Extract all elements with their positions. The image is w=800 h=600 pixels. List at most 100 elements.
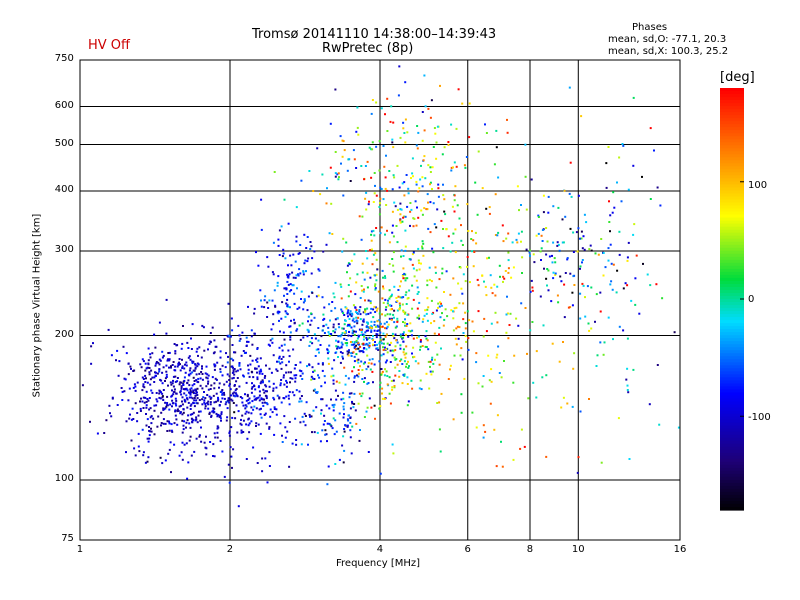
data-point xyxy=(367,365,370,368)
data-point xyxy=(390,105,393,108)
data-point xyxy=(294,377,297,380)
data-point xyxy=(266,390,268,393)
data-point xyxy=(253,395,256,398)
data-point xyxy=(130,439,133,442)
colorbar-segment xyxy=(720,380,744,384)
data-point xyxy=(420,262,422,265)
data-point xyxy=(179,404,182,407)
data-point xyxy=(357,342,360,345)
data-point xyxy=(324,381,326,384)
data-point xyxy=(405,303,408,305)
data-point xyxy=(225,352,227,355)
data-point xyxy=(561,241,564,244)
data-point xyxy=(530,279,533,282)
data-point xyxy=(278,311,281,313)
data-point xyxy=(455,343,458,346)
data-point xyxy=(418,268,421,271)
data-point xyxy=(233,351,235,354)
data-point xyxy=(220,413,223,415)
data-point xyxy=(384,368,386,371)
data-point xyxy=(201,324,204,327)
data-point xyxy=(260,299,262,302)
data-point xyxy=(393,337,396,340)
data-point xyxy=(361,350,364,352)
data-point xyxy=(90,345,93,348)
data-point xyxy=(421,176,424,179)
data-point xyxy=(147,362,150,365)
data-point xyxy=(346,312,349,315)
data-point xyxy=(284,310,287,313)
data-point xyxy=(200,426,202,429)
data-point xyxy=(206,394,209,396)
x-tick-label: 1 xyxy=(76,544,84,555)
data-point xyxy=(556,294,559,297)
data-point xyxy=(196,365,199,368)
data-point xyxy=(191,418,194,421)
data-point xyxy=(363,335,365,338)
data-point xyxy=(154,346,157,349)
data-point xyxy=(353,375,356,378)
x-tick-label: 4 xyxy=(376,544,384,555)
data-point xyxy=(471,250,473,253)
data-point xyxy=(253,332,256,335)
data-point xyxy=(420,209,423,212)
data-point xyxy=(600,238,603,240)
data-point xyxy=(438,326,441,329)
data-point xyxy=(158,370,161,373)
data-point xyxy=(203,399,206,402)
data-point xyxy=(258,372,261,375)
data-point xyxy=(151,376,154,379)
data-point xyxy=(201,387,204,390)
data-point xyxy=(281,441,284,443)
data-point xyxy=(116,404,119,406)
colorbar-segment xyxy=(720,184,744,189)
data-point xyxy=(414,360,417,363)
data-point xyxy=(402,127,405,130)
data-point xyxy=(306,335,309,338)
data-point xyxy=(321,429,324,432)
data-point xyxy=(247,417,250,420)
data-point xyxy=(443,210,446,213)
data-point xyxy=(346,271,348,274)
data-point xyxy=(317,348,320,351)
data-point xyxy=(218,386,220,389)
colorbar-segment xyxy=(720,154,744,158)
data-point xyxy=(342,397,345,400)
data-point xyxy=(202,396,205,399)
data-point xyxy=(425,312,428,315)
data-point xyxy=(144,381,147,383)
data-point xyxy=(459,266,462,269)
data-point xyxy=(327,465,330,468)
y-tick-label: 75 xyxy=(61,533,74,544)
data-point xyxy=(417,216,420,219)
data-point xyxy=(559,275,562,278)
colorbar-segment xyxy=(720,488,744,493)
data-point xyxy=(291,377,294,380)
data-point xyxy=(350,352,353,355)
data-point xyxy=(266,316,269,318)
data-point xyxy=(342,194,345,197)
data-point xyxy=(485,294,488,297)
data-point xyxy=(378,206,381,208)
data-point xyxy=(352,149,355,152)
data-point xyxy=(174,402,177,405)
data-point xyxy=(360,331,363,334)
colorbar-segment xyxy=(720,383,744,388)
data-point xyxy=(391,188,394,191)
data-point xyxy=(159,378,162,381)
data-point xyxy=(403,312,406,315)
data-point xyxy=(165,405,168,408)
data-point xyxy=(557,243,560,246)
y-tick-label: 500 xyxy=(54,137,74,149)
data-point xyxy=(275,413,278,416)
data-point xyxy=(337,356,339,358)
data-point xyxy=(517,232,520,235)
data-point xyxy=(323,414,326,417)
data-point xyxy=(212,394,215,397)
data-point xyxy=(233,384,236,387)
data-point xyxy=(545,374,548,377)
data-point xyxy=(449,364,452,367)
colorbar-segment xyxy=(720,404,744,409)
data-point xyxy=(427,306,430,309)
data-point xyxy=(359,345,362,348)
